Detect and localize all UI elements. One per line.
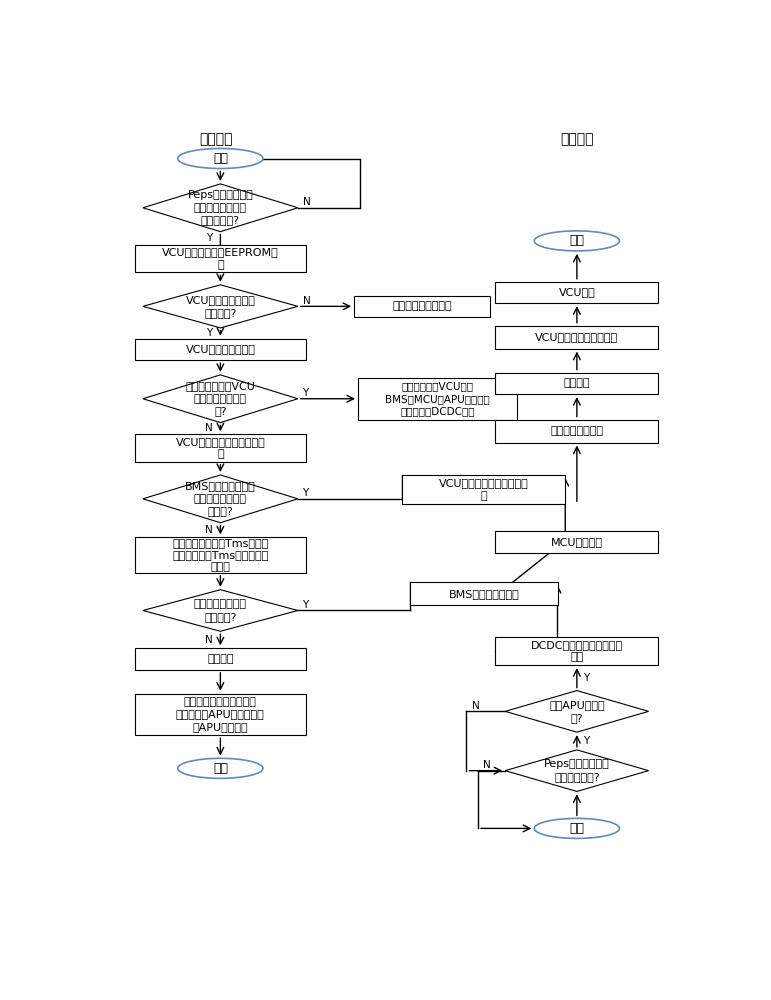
- Text: N: N: [205, 635, 213, 645]
- Text: 结束: 结束: [213, 762, 228, 775]
- Text: Peps判断驾驶员是
否有下电需求?: Peps判断驾驶员是 否有下电需求?: [544, 759, 610, 782]
- Polygon shape: [143, 375, 298, 423]
- Ellipse shape: [178, 758, 263, 778]
- Polygon shape: [505, 691, 648, 732]
- Text: 动力电池输出功率低于预
设值，启动APU，动力电池
与APU联合供电: 动力电池输出功率低于预 设值，启动APU，动力电池 与APU联合供电: [176, 697, 264, 732]
- Text: BMS断开正极继电器: BMS断开正极继电器: [449, 589, 519, 599]
- FancyBboxPatch shape: [135, 694, 305, 735]
- Text: N: N: [483, 760, 491, 770]
- FancyBboxPatch shape: [496, 373, 658, 394]
- Text: VCU控制闭合电池负极继电
器: VCU控制闭合电池负极继电 器: [176, 437, 265, 459]
- FancyBboxPatch shape: [135, 537, 305, 573]
- Text: Y: Y: [207, 328, 213, 338]
- Text: 高压系统掉电检测: 高压系统掉电检测: [550, 426, 604, 436]
- FancyBboxPatch shape: [496, 326, 658, 349]
- Text: Y: Y: [583, 736, 589, 746]
- FancyBboxPatch shape: [496, 531, 658, 553]
- Text: MCU主动放电: MCU主动放电: [550, 537, 603, 547]
- Text: 开始: 开始: [569, 822, 584, 835]
- Text: BMS判断预充和正极
继电器等是否有闭
合故障?: BMS判断预充和正极 继电器等是否有闭 合故障?: [185, 481, 256, 516]
- FancyBboxPatch shape: [354, 296, 490, 317]
- Text: VCU控制低压控制器休眠: VCU控制低压控制器休眠: [535, 332, 618, 342]
- Polygon shape: [143, 590, 298, 631]
- Text: 结束: 结束: [569, 234, 584, 247]
- Text: N: N: [302, 296, 310, 306]
- Text: Y: Y: [302, 388, 308, 398]
- FancyBboxPatch shape: [135, 648, 305, 670]
- FancyBboxPatch shape: [135, 434, 305, 462]
- Text: Peps及制动踏板信
号判断驾驶员是否
有上电需求?: Peps及制动踏板信 号判断驾驶员是否 有上电需求?: [187, 190, 253, 225]
- Text: Y: Y: [302, 600, 308, 610]
- Text: N: N: [472, 701, 480, 711]
- Polygon shape: [505, 750, 648, 791]
- Text: 进入充电或远程模式: 进入充电或远程模式: [392, 301, 452, 311]
- Polygon shape: [143, 475, 298, 523]
- Text: VCU唤醒低压控制器: VCU唤醒低压控制器: [186, 344, 255, 354]
- Text: VCU休眠: VCU休眠: [558, 287, 595, 297]
- Text: VCU引导电池负极继电器断
开: VCU引导电池负极继电器断 开: [439, 478, 529, 501]
- Ellipse shape: [178, 148, 263, 169]
- Text: 数据存档: 数据存档: [564, 378, 590, 388]
- FancyBboxPatch shape: [496, 637, 658, 665]
- Text: 预充继电器闭合，Tms后正极
继电器闭合，Tms后预充继电
器断开: 预充继电器闭合，Tms后正极 继电器闭合，Tms后预充继电 器断开: [172, 538, 268, 572]
- Text: N: N: [205, 423, 213, 433]
- Polygon shape: [143, 184, 298, 232]
- Ellipse shape: [534, 818, 620, 838]
- Text: 低压系统自检、VCU
判断是否有严重故
障?: 低压系统自检、VCU 判断是否有严重故 障?: [186, 381, 255, 416]
- FancyBboxPatch shape: [135, 245, 305, 272]
- Text: DCDC禁止使能、电机转矩
为零: DCDC禁止使能、电机转矩 为零: [530, 640, 623, 662]
- Text: VCU判断整车是否为
行车模式?: VCU判断整车是否为 行车模式?: [186, 295, 255, 318]
- Text: 判断APU是否停
机?: 判断APU是否停 机?: [549, 700, 604, 723]
- Text: Y: Y: [207, 233, 213, 243]
- FancyBboxPatch shape: [402, 475, 565, 504]
- FancyBboxPatch shape: [496, 282, 658, 303]
- Text: Y: Y: [302, 488, 308, 498]
- Text: 预充继电器是否有
粘连故障?: 预充继电器是否有 粘连故障?: [194, 599, 247, 622]
- Text: 开始: 开始: [213, 152, 228, 165]
- Text: VCU初始化，读取EEPROM数
据: VCU初始化，读取EEPROM数 据: [162, 247, 279, 270]
- Text: Y: Y: [583, 673, 589, 683]
- Ellipse shape: [534, 231, 620, 251]
- Text: 上电流程: 上电流程: [200, 132, 234, 146]
- Text: 禁止上高压且VCU引导
BMS、MCU、APU、空调系
统控制器及DCDC休眠: 禁止上高压且VCU引导 BMS、MCU、APU、空调系 统控制器及DCDC休眠: [385, 381, 490, 416]
- Text: 上电完成: 上电完成: [207, 654, 234, 664]
- Text: N: N: [302, 197, 310, 207]
- FancyBboxPatch shape: [135, 339, 305, 360]
- Polygon shape: [143, 285, 298, 328]
- FancyBboxPatch shape: [358, 378, 517, 420]
- FancyBboxPatch shape: [496, 420, 658, 443]
- Text: 下电流程: 下电流程: [560, 132, 594, 146]
- FancyBboxPatch shape: [410, 582, 557, 605]
- Text: N: N: [205, 525, 213, 535]
